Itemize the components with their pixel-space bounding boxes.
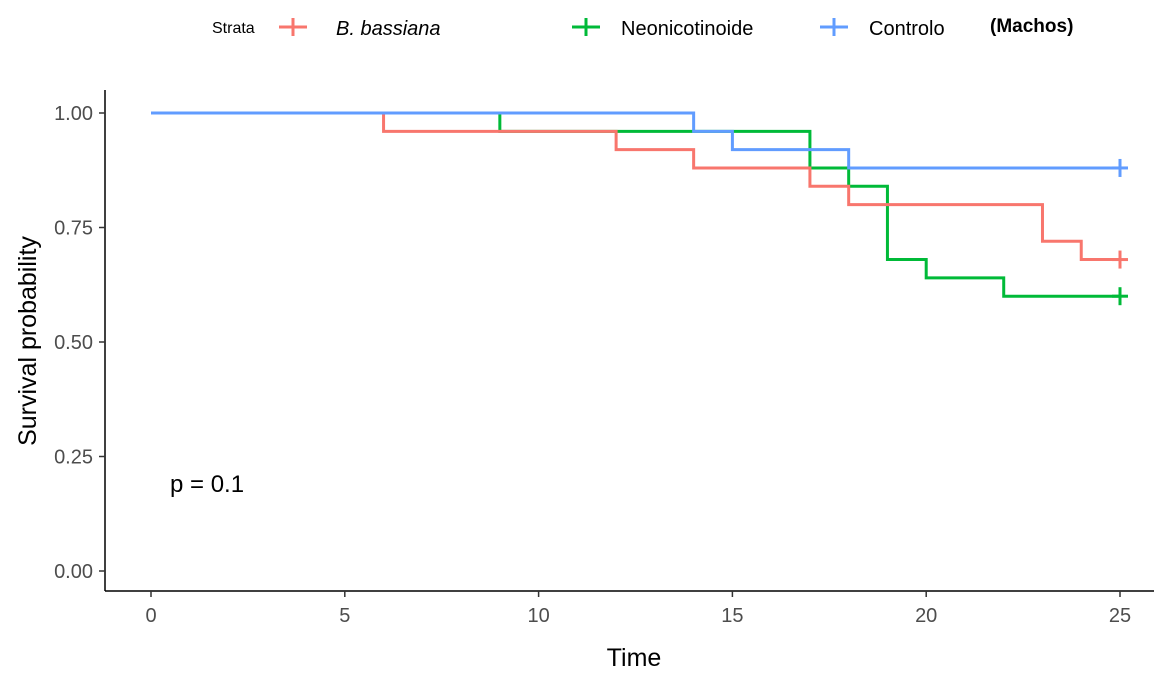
y-tick-label: 0.25 [54,447,93,469]
chart-subtitle: (Machos) [990,16,1073,37]
legend-item-b-bassiana: B. bassiana [279,18,441,40]
y-tick-label: 0.00 [54,561,93,583]
x-tick-label: 20 [915,605,937,627]
x-tick-label: 25 [1109,605,1131,627]
legend-key-neonicotinoide [572,18,600,36]
series-line-controlo [151,111,1120,170]
x-tick-label: 15 [721,605,743,627]
legend-label-b-bassiana: B. bassiana [336,18,441,40]
y-tick-label: 0.75 [54,218,93,240]
legend-item-neonicotinoide: Neonicotinoide [572,18,753,40]
x-axis: 0 5 10 15 20 25 [105,590,1154,627]
legend-label-neonicotinoide: Neonicotinoide [621,18,753,40]
legend-item-controlo: Controlo [820,18,945,40]
x-tick-label: 0 [145,605,156,627]
y-tick-label: 0.50 [54,332,93,354]
legend-key-b-bassiana [279,18,307,36]
censor-mark-b-bassiana [1112,250,1128,269]
y-axis-title: Survival probability [14,236,42,446]
y-axis: 0.00 0.25 0.50 0.75 1.00 [54,90,106,591]
series-line-b-bassiana [151,111,1120,262]
censor-mark-neonicotinoide [1112,287,1128,306]
x-tick-label: 5 [339,605,350,627]
y-tick-label: 1.00 [54,103,93,125]
series-layer [151,111,1128,306]
legend-key-controlo [820,18,848,36]
censor-mark-controlo [1112,158,1128,177]
p-value-annotation: p = 0.1 [170,471,244,498]
legend-label-controlo: Controlo [869,18,945,40]
legend: Strata B. bassiana Neonicotinoide Contro… [212,18,945,40]
x-tick-label: 10 [527,605,549,627]
x-axis-title: Time [607,644,662,672]
legend-title: Strata [212,20,255,37]
